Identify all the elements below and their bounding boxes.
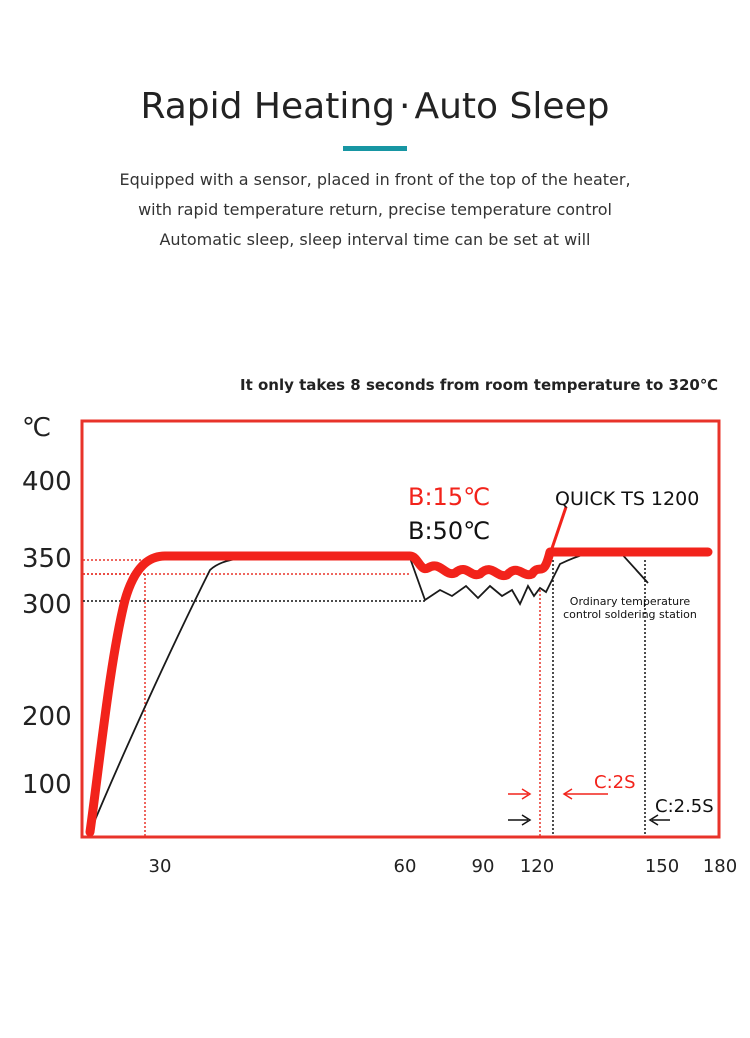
arrow-red-left-head (521, 788, 532, 800)
arrow-black-right-head (648, 814, 659, 826)
y-tick-100: 100 (22, 770, 72, 800)
y-tick-300: 300 (22, 590, 72, 620)
series-label-pointer (544, 506, 568, 567)
temperature-chart: It only takes 8 seconds from room temper… (0, 360, 750, 900)
y-axis-unit: ℃ (22, 413, 51, 443)
series-line-ordinary-station (89, 549, 649, 833)
arrow-black-left-head (521, 814, 532, 826)
x-tick-90: 90 (472, 856, 495, 877)
y-tick-350: 350 (22, 544, 72, 574)
title-right: Auto Sleep (414, 86, 610, 127)
y-tick-200: 200 (22, 702, 72, 732)
x-tick-150: 150 (645, 856, 679, 877)
series-label-quick-ts-1200: QUICK TS 1200 (555, 488, 699, 510)
chart-svg: It only takes 8 seconds from room temper… (22, 376, 737, 877)
chart-frame (80, 419, 721, 839)
x-tick-180: 180 (703, 856, 737, 877)
title-accent-bar (343, 146, 407, 151)
series-label-ordinary-line-1: Ordinary temperature (570, 595, 691, 608)
chart-title: It only takes 8 seconds from room temper… (240, 376, 718, 394)
annotation-red-band: B:15℃ (408, 483, 490, 511)
x-tick-120: 120 (520, 856, 554, 877)
arrow-red-right-head (562, 788, 573, 800)
series-line-quick-ts-1200 (85, 547, 713, 837)
x-tick-60: 60 (394, 856, 417, 877)
annotation-black-time: C:2.5S (655, 796, 714, 817)
annotation-black-band: B:50℃ (408, 517, 490, 545)
description-line-2: with rapid temperature return, precise t… (138, 200, 612, 219)
x-tick-30: 30 (149, 856, 172, 877)
y-tick-400: 400 (22, 467, 72, 497)
description-line-1: Equipped with a sensor, placed in front … (119, 170, 631, 189)
page-title: Rapid Heating · Auto Sleep (0, 86, 750, 127)
title-left: Rapid Heating (140, 86, 396, 127)
title-dot: · (399, 86, 411, 127)
timing-arrows (508, 788, 670, 826)
annotation-red-time: C:2S (594, 772, 636, 793)
series-label-ordinary-line-2: control soldering station (563, 608, 697, 621)
description-line-3: Automatic sleep, sleep interval time can… (159, 230, 591, 249)
